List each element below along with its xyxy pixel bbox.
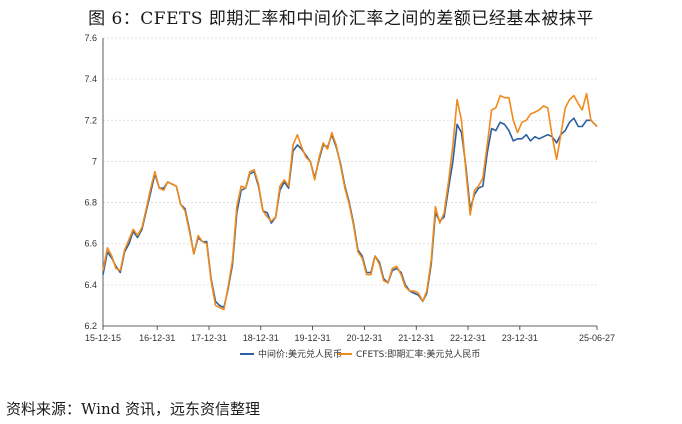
y-axis: 6.2 6.4 6.6 6.8 7 7.2 7.4 7.6	[84, 33, 104, 331]
x-tick-label: 18-12-31	[243, 333, 279, 343]
x-axis: 15-12-15 16-12-31 17-12-31 18-12-31 19-12-31…	[85, 325, 615, 343]
y-tick-label: 7.6	[84, 33, 97, 43]
x-tick-label: 21-12-31	[398, 333, 434, 343]
chart-title: 图 6：CFETS 即期汇率和中间价汇率之间的差额已经基本被抹平	[88, 9, 594, 29]
y-tick-label: 6.4	[84, 280, 97, 290]
x-tick-label: 25-06-27	[579, 333, 615, 343]
x-tick-label: 22-12-31	[450, 333, 486, 343]
y-tick-label: 6.8	[84, 198, 97, 208]
legend-label-1: 中间价:美元兑人民币	[258, 348, 342, 360]
x-tick-label: 23-12-31	[502, 333, 538, 343]
line-chart: 6.26.46.66.877.27.47.6 15-12-15 16-12-31 1…	[84, 33, 615, 360]
y-tick-label: 7.4	[84, 74, 97, 84]
series-lines	[102, 92, 598, 311]
source-note: 资料来源：Wind 资讯，远东资信整理	[6, 400, 260, 418]
x-tick-label: 15-12-15	[85, 333, 121, 343]
y-tick-label: 7.2	[84, 115, 97, 125]
y-tick-label: 6.6	[84, 239, 97, 249]
series-line-2	[102, 92, 598, 311]
grid-lines	[103, 37, 597, 327]
legend: 中间价:美元兑人民币 CFETS:即期汇率:美元兑人民币	[240, 348, 480, 360]
x-tick-label: 20-12-31	[346, 333, 382, 343]
y-tick-label: 6.2	[84, 321, 97, 331]
series-line-1	[102, 117, 598, 309]
x-tick-label: 17-12-31	[191, 333, 227, 343]
y-tick-label: 7	[92, 156, 97, 166]
x-tick-label: 16-12-31	[139, 333, 175, 343]
legend-label-2: CFETS:即期汇率:美元兑人民币	[356, 348, 480, 360]
x-tick-label: 19-12-31	[295, 333, 331, 343]
